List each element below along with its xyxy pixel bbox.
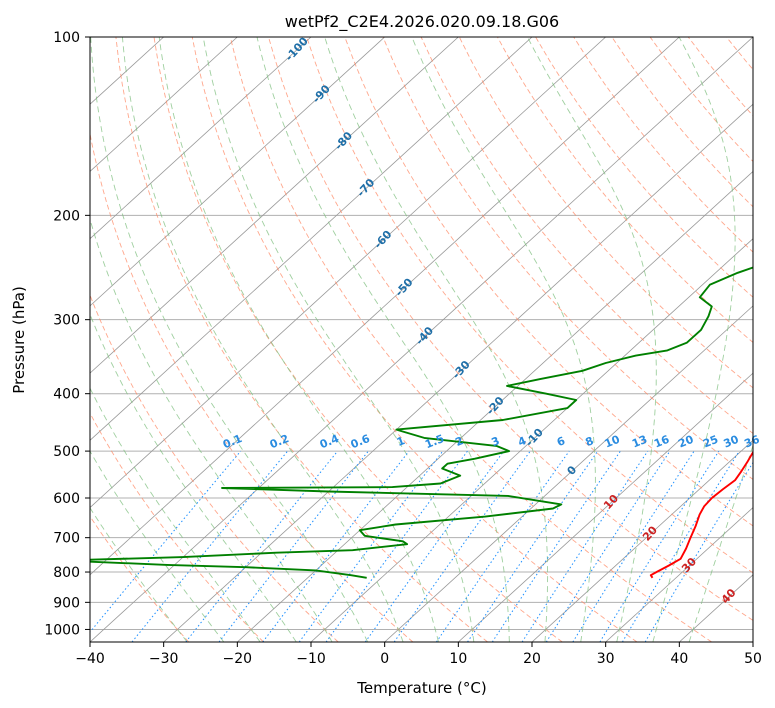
mixing-ratio-line xyxy=(467,450,599,642)
y-tick-label: 900 xyxy=(53,595,80,611)
dry-adiabat-line xyxy=(420,37,753,435)
y-tick-label: 200 xyxy=(53,208,80,224)
dry-adiabat-line xyxy=(90,412,264,642)
moist-adiabat-line xyxy=(90,506,188,642)
mixing-ratio-label: 25 xyxy=(701,433,720,451)
x-tick-label: 40 xyxy=(670,651,688,667)
dewpoint-line xyxy=(90,266,753,579)
x-tick-label: −10 xyxy=(296,651,326,667)
dry-adiabat-line xyxy=(229,37,712,642)
mixing-ratio-label: 36 xyxy=(742,433,761,451)
mixing-ratio-label: 30 xyxy=(722,433,741,451)
y-tick-label: 500 xyxy=(53,444,80,460)
moist-adiabat-line xyxy=(652,37,736,642)
isotherm-line xyxy=(90,37,385,307)
moist-adiabat-line xyxy=(324,37,549,642)
moist-adiabat-line xyxy=(90,313,297,642)
y-tick-label: 800 xyxy=(53,565,80,581)
dry-adiabat-line xyxy=(268,37,753,621)
dry-adiabat-line xyxy=(497,37,753,344)
x-tick-label: −20 xyxy=(223,651,253,667)
chart-title: wetPf2_C2E4.2026.020.09.18.G06 xyxy=(285,12,559,32)
y-tick-label: 1000 xyxy=(44,622,80,638)
mixing-ratio-label: 13 xyxy=(630,433,649,451)
mixing-ratio-line xyxy=(131,450,288,642)
x-tick-label: −40 xyxy=(75,651,105,667)
isotherm-line xyxy=(90,37,606,509)
isotherm-line xyxy=(90,37,680,576)
isotherm-line xyxy=(90,37,238,172)
plot-frame xyxy=(89,36,754,643)
y-tick-label: 600 xyxy=(53,491,80,507)
x-axis-title: Temperature (°C) xyxy=(356,679,486,697)
isotherm-line xyxy=(90,37,459,374)
moist-adiabat-line xyxy=(121,37,404,642)
mixing-ratio-line xyxy=(262,450,410,642)
mixing-ratio-label: 3 xyxy=(490,434,502,449)
mixing-ratio-line xyxy=(545,450,671,642)
x-tick-label: −30 xyxy=(149,651,179,667)
mixing-ratio-label: 2 xyxy=(453,434,465,449)
isotherm-line xyxy=(458,372,753,642)
mixing-ratio-label: 8 xyxy=(584,434,596,449)
dry-adiabat-line xyxy=(535,37,753,298)
mixing-ratio-line xyxy=(185,450,338,642)
mixing-ratio-line xyxy=(572,450,695,642)
temperature-line xyxy=(649,450,753,579)
y-tick-label: 400 xyxy=(53,387,80,403)
isotherm-line xyxy=(90,37,312,240)
dry-adiabat-line xyxy=(344,37,753,527)
mixing-ratio-line xyxy=(491,450,621,642)
x-tick-label: 10 xyxy=(449,651,467,667)
moist-adiabat-line xyxy=(688,444,753,642)
dry-adiabat-line xyxy=(306,37,753,574)
mixing-ratio-label: 16 xyxy=(652,433,671,451)
mixing-ratio-line xyxy=(521,450,649,642)
dry-adiabat-line xyxy=(382,37,753,481)
x-tick-label: 30 xyxy=(597,651,615,667)
isotherm-line xyxy=(90,37,533,441)
mixing-ratio-label: 20 xyxy=(676,433,695,451)
y-axis-title: Pressure (hPa) xyxy=(10,286,28,394)
moist-adiabat-line xyxy=(256,37,510,642)
dry-adiabat-line xyxy=(191,37,638,642)
isotherm-line xyxy=(605,507,753,642)
mixing-ratio-line xyxy=(435,450,570,642)
mixing-ratio-line xyxy=(364,450,505,642)
moist-adiabat-line xyxy=(90,450,225,642)
x-tick-label: 50 xyxy=(744,651,762,667)
isotherm-line xyxy=(90,37,753,642)
x-tick-label: 20 xyxy=(523,651,541,667)
isotherm-line xyxy=(163,103,753,642)
moist-adiabat-line xyxy=(202,37,475,642)
moist-adiabat-line xyxy=(90,217,333,642)
profile-lines xyxy=(90,266,753,579)
y-tick-label: 700 xyxy=(53,531,80,547)
y-tick-label: 100 xyxy=(53,30,80,46)
mixing-ratio-line xyxy=(393,450,531,642)
y-tick-label: 300 xyxy=(53,313,80,329)
mixing-ratio-line xyxy=(621,450,740,642)
x-tick-label: 0 xyxy=(380,651,389,667)
mixing-ratio-label: 1 xyxy=(395,434,407,449)
isotherm-line xyxy=(384,305,753,642)
moist-adiabat-line xyxy=(90,387,261,642)
moist-adiabat-line xyxy=(411,37,596,642)
mixing-ratio-label: 10 xyxy=(603,433,622,451)
isotherm-line xyxy=(237,170,753,642)
mixing-ratio-line xyxy=(325,450,468,642)
axes: −40 −30 −20 −10 0 10 20 30 40 50 100 200 300 400 500 60… xyxy=(44,30,762,667)
isotherm-line xyxy=(531,439,753,642)
